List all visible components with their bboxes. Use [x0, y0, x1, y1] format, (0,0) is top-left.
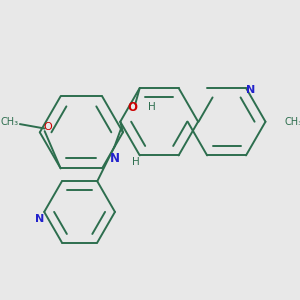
Text: CH₃: CH₃: [0, 117, 18, 127]
Text: N: N: [110, 152, 119, 165]
Text: H: H: [148, 103, 156, 112]
Text: N: N: [246, 85, 255, 95]
Text: O: O: [43, 122, 52, 132]
Text: N: N: [35, 214, 44, 224]
Text: CH₃: CH₃: [285, 117, 300, 127]
Text: O: O: [128, 101, 138, 114]
Text: H: H: [132, 158, 140, 167]
